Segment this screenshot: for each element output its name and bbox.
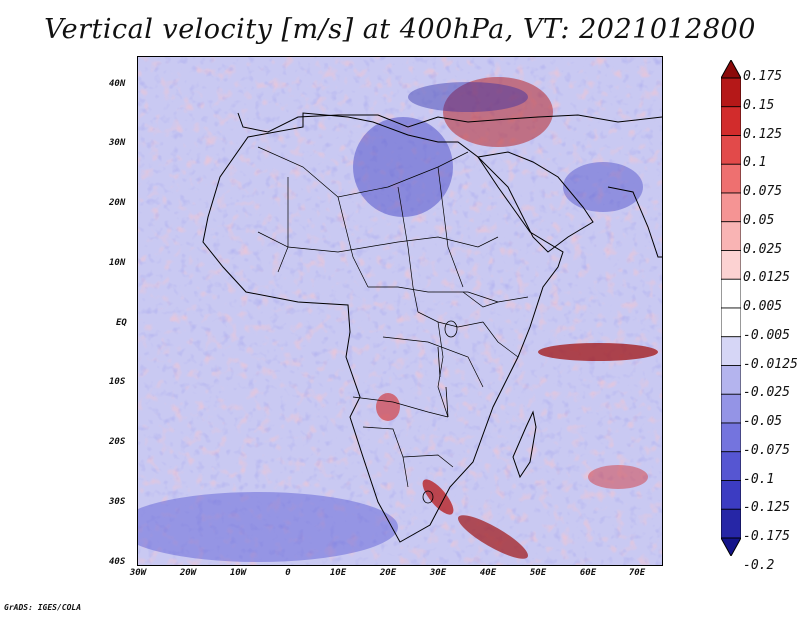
colorbar-label: 0.05	[743, 212, 775, 228]
positive-anomaly-angola	[376, 393, 400, 421]
y-tick-label: 40N	[109, 79, 126, 89]
x-tick-label: 30W	[129, 568, 147, 578]
negative-anomaly-north-africa	[353, 117, 453, 217]
coastlines	[202, 112, 662, 543]
map-panel	[137, 56, 663, 566]
colorbar-box	[721, 307, 741, 338]
colorbar-box	[721, 135, 741, 165]
x-tick-label: 50E	[529, 568, 547, 578]
colorbar-bottom-arrow	[721, 537, 741, 556]
colorbar-label: -0.075	[743, 442, 790, 458]
colorbar-label: -0.125	[743, 500, 790, 516]
x-tick-label: 40E	[479, 568, 497, 578]
colorbar-box	[721, 365, 741, 395]
colorbar-box	[721, 163, 741, 194]
colorbar-box	[721, 77, 741, 108]
x-tick-label: 30E	[429, 568, 447, 578]
colorbar-label: -0.05	[743, 414, 783, 429]
colorbar-box	[721, 278, 741, 309]
y-tick-label: 40S	[109, 557, 126, 567]
colorbar-label: -0.005	[743, 327, 790, 343]
y-tick-label: EQ	[116, 318, 127, 328]
colorbar-label: 0.175	[743, 69, 783, 84]
country-borders	[257, 146, 529, 488]
lakes	[422, 320, 458, 504]
colorbar-label: 0.025	[743, 241, 783, 257]
x-tick-label: 10E	[329, 568, 347, 578]
negative-anomaly-arabian-sea	[563, 162, 643, 212]
colorbar-box	[721, 422, 741, 453]
x-tick-label: 0	[285, 568, 291, 578]
x-tick-label: 10W	[229, 568, 247, 578]
x-tick-label: 20E	[379, 568, 397, 578]
negative-band-south-atlantic	[138, 492, 398, 562]
x-tick-label: 70E	[628, 568, 646, 578]
colorbar-label: 0.15	[743, 97, 775, 113]
colorbar-box	[721, 508, 741, 539]
colorbar-box	[721, 451, 741, 481]
colorbar-label: -0.1	[743, 471, 775, 487]
y-tick-label: 10S	[109, 377, 126, 387]
colorbar-top-arrow	[721, 60, 741, 79]
colorbar-label: 0.125	[743, 126, 783, 142]
y-tick-label: 20N	[109, 198, 126, 208]
y-tick-label: 10N	[109, 258, 126, 268]
colorbar-label: -0.2	[743, 557, 775, 573]
positive-band-indian-ocean	[538, 343, 658, 361]
colorbar-label: -0.025	[743, 385, 790, 401]
negative-anomaly-turkey	[408, 82, 528, 112]
y-tick-label: 30N	[109, 138, 126, 148]
colorbar-box	[721, 221, 741, 251]
positive-anomaly-south-africa	[422, 479, 454, 515]
colorbar-label: 0.1	[743, 155, 767, 171]
y-tick-label: 30S	[109, 497, 126, 507]
colorbar-label: -0.175	[743, 529, 790, 544]
map-svg	[138, 57, 662, 565]
colorbar-box	[721, 393, 741, 424]
colorbar-box	[721, 250, 741, 280]
colorbar-box	[721, 192, 741, 223]
positive-band-south-africa-coast	[458, 515, 528, 559]
colorbar-box	[721, 106, 741, 136]
positive-anomaly-south-indian	[588, 465, 648, 489]
colorbar-box	[721, 480, 741, 510]
x-tick-label: 20W	[179, 568, 197, 578]
colorbar	[721, 60, 741, 556]
colorbar-label: 0.075	[743, 184, 783, 199]
y-tick-label: 20S	[109, 437, 126, 447]
field-negative-noise	[138, 57, 662, 565]
colorbar-label: 0.005	[743, 299, 783, 314]
colorbar-box	[721, 336, 741, 366]
chart-title: Vertical velocity [m/s] at 400hPa, VT: 2…	[44, 14, 756, 45]
colorbar-label: 0.0125	[743, 270, 790, 286]
positive-anomaly-levant	[443, 77, 553, 147]
colorbar-label: -0.0125	[743, 356, 798, 372]
x-tick-label: 60E	[579, 568, 597, 578]
footer-credit: GrADS: IGES/COLA	[4, 603, 82, 612]
